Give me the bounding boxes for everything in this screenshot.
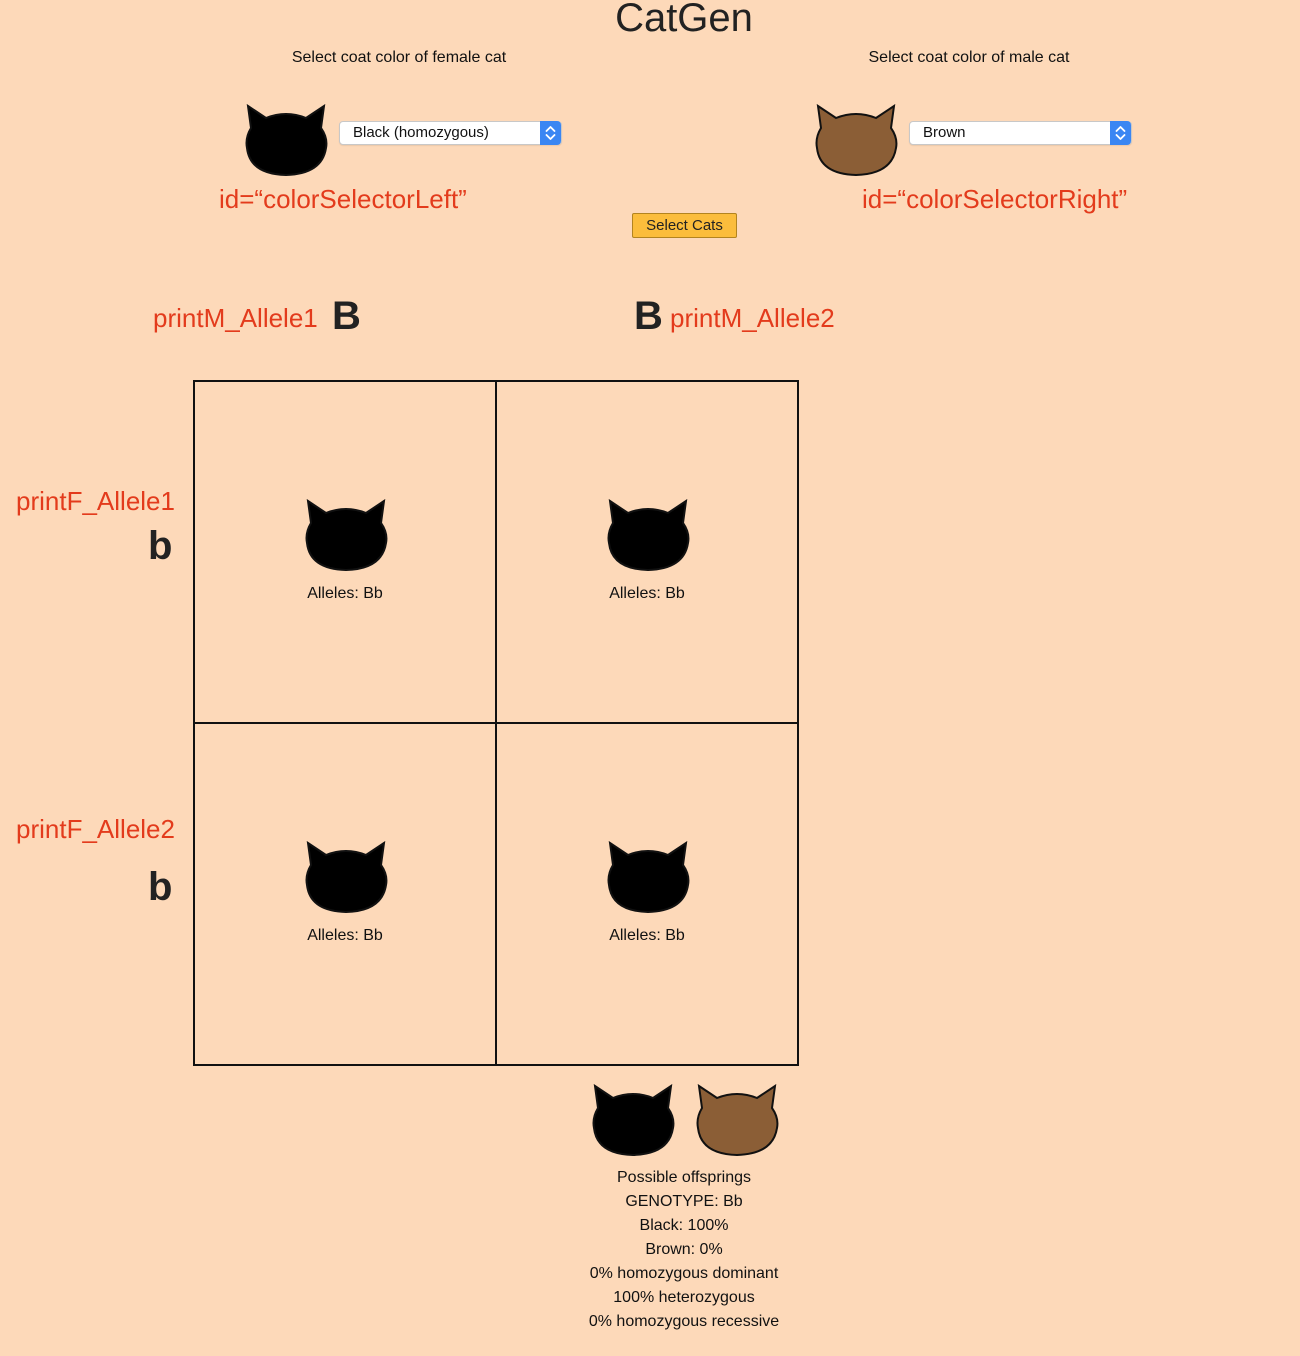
offspring-summary: Possible offsprings GENOTYPE: Bb Black: … xyxy=(534,1166,834,1334)
up-down-chevron-icon xyxy=(540,121,561,145)
annotation-print-m-allele2: printM_Allele2 xyxy=(670,303,835,333)
cat-head-shape xyxy=(592,1084,675,1156)
cat-head-shape xyxy=(696,1084,779,1156)
summary-homozygous-recessive: 0% homozygous recessive xyxy=(588,1313,780,1330)
app-title: CatGen xyxy=(615,0,753,40)
female-allele1: b xyxy=(148,524,173,568)
female-allele2: b xyxy=(148,865,173,909)
color-selector-left[interactable]: Black (homozygous) xyxy=(339,121,562,145)
color-selector-left-value: Black (homozygous) xyxy=(353,124,489,141)
offspring-cat-icon xyxy=(304,499,388,571)
offspring-brown-cat-icon xyxy=(695,1084,779,1156)
cat-head-shape xyxy=(305,841,388,913)
punnett-divider-horizontal xyxy=(193,722,799,724)
cat-head-shape xyxy=(815,104,898,176)
punnett-cell-label: Alleles: Bb xyxy=(307,927,383,944)
summary-brown-percent: Brown: 0% xyxy=(645,1241,723,1258)
offspring-black-cat-icon xyxy=(591,1084,675,1156)
annotation-print-f-allele1: printF_Allele1 xyxy=(16,486,175,516)
cat-head-shape xyxy=(607,841,690,913)
punnett-cell-label: Alleles: Bb xyxy=(609,927,685,944)
summary-heading: Possible offsprings xyxy=(617,1169,751,1186)
male-allele2: B xyxy=(634,294,663,338)
male-selector-label: Select coat color of male cat xyxy=(868,49,1070,66)
female-selector-label: Select coat color of female cat xyxy=(291,49,507,66)
male-allele1: B xyxy=(332,294,361,338)
summary-black-percent: Black: 100% xyxy=(639,1217,729,1234)
annotation-color-selector-right: id=“colorSelectorRight” xyxy=(862,184,1128,214)
up-down-chevron-icon xyxy=(1110,121,1131,145)
summary-homozygous-dominant: 0% homozygous dominant xyxy=(589,1265,779,1282)
offspring-cat-icon xyxy=(606,499,690,571)
annotation-print-m-allele1: printM_Allele1 xyxy=(153,303,318,333)
color-selector-right-value: Brown xyxy=(923,124,966,141)
cat-head-shape xyxy=(305,499,388,571)
offspring-cat-icon xyxy=(304,841,388,913)
punnett-cell-label: Alleles: Bb xyxy=(307,585,383,602)
annotation-print-f-allele2: printF_Allele2 xyxy=(16,814,175,844)
annotation-color-selector-left: id=“colorSelectorLeft” xyxy=(219,184,467,214)
select-cats-button[interactable]: Select Cats xyxy=(632,213,737,238)
punnett-cell-label: Alleles: Bb xyxy=(609,585,685,602)
summary-genotype: GENOTYPE: Bb xyxy=(625,1193,743,1210)
female-cat-icon xyxy=(244,104,328,176)
color-selector-right[interactable]: Brown xyxy=(909,121,1132,145)
summary-heterozygous: 100% heterozygous xyxy=(613,1289,755,1306)
cat-head-shape xyxy=(245,104,328,176)
male-cat-icon xyxy=(814,104,898,176)
cat-head-shape xyxy=(607,499,690,571)
offspring-cat-icon xyxy=(606,841,690,913)
